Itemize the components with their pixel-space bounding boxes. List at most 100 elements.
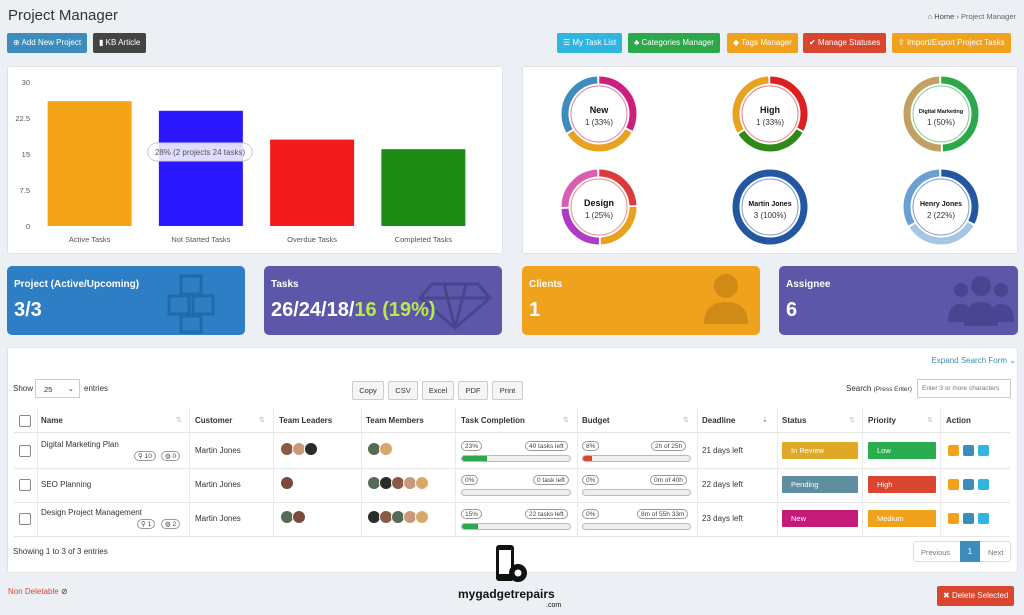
select-all-checkbox[interactable] xyxy=(19,415,31,427)
avatar[interactable] xyxy=(415,510,429,524)
pdf-button[interactable]: PDF xyxy=(458,381,488,400)
projects-card-value: 3/3 xyxy=(14,299,42,321)
avatar[interactable] xyxy=(280,476,294,490)
donut-segment[interactable] xyxy=(903,76,979,152)
status-badge[interactable]: New xyxy=(782,510,858,527)
showing-info: Showing 1 to 3 of 3 entries xyxy=(13,547,108,556)
comment-icon: ◍ xyxy=(165,521,171,528)
import-export-button[interactable]: ⇪ Import/Export Project Tasks xyxy=(892,33,1011,53)
user-action-icon[interactable] xyxy=(978,513,989,524)
donut-chart[interactable]: Martin Jones 3 (100%) xyxy=(732,169,808,245)
donut-value: 1 (33%) xyxy=(756,118,784,127)
task-bar-chart: 30 22.5 15 7.5 0 Active Tasks Not Started Task… xyxy=(15,78,466,244)
avatar[interactable] xyxy=(292,510,306,524)
project-name[interactable]: Digital Marketing Plan xyxy=(41,440,119,449)
list-action-icon[interactable] xyxy=(948,513,959,524)
excel-button[interactable]: Excel xyxy=(422,381,454,400)
bar[interactable] xyxy=(270,139,355,226)
row-checkbox[interactable] xyxy=(19,479,31,491)
avatar[interactable] xyxy=(304,442,318,456)
my-task-list-button[interactable]: ☰ My Task List xyxy=(557,33,623,53)
status-badge[interactable]: In Review xyxy=(782,442,858,459)
header-name[interactable]: Name xyxy=(41,416,63,425)
delete-selected-button[interactable]: ✖ Delete Selected xyxy=(937,586,1015,606)
print-button[interactable]: Print xyxy=(492,381,523,400)
header-deadline[interactable]: Deadline xyxy=(702,416,736,425)
donut-segment[interactable] xyxy=(732,76,808,152)
bar[interactable] xyxy=(381,149,466,226)
donut-segment[interactable] xyxy=(561,76,637,152)
clients-card[interactable]: Clients 1 xyxy=(522,266,760,335)
user-action-icon[interactable] xyxy=(978,479,989,490)
priority-badge[interactable]: High xyxy=(868,476,936,493)
diamond-icon xyxy=(418,282,493,330)
project-name[interactable]: Design Project Management xyxy=(41,508,142,517)
donut-segment[interactable] xyxy=(732,76,808,152)
previous-page[interactable]: Previous xyxy=(921,548,951,557)
csv-button[interactable]: CSV xyxy=(388,381,418,400)
header-customer[interactable]: Customer xyxy=(195,416,233,425)
row-checkbox[interactable] xyxy=(19,445,31,457)
edit-icon[interactable] xyxy=(963,513,974,524)
edit-icon[interactable] xyxy=(963,479,974,490)
project-name[interactable]: SEO Planning xyxy=(41,480,92,489)
header-status[interactable]: Status xyxy=(782,416,807,425)
show-label: Show xyxy=(13,384,34,393)
donut-chart[interactable]: Henry Jones 2 (22%) xyxy=(903,169,979,245)
donut-segment[interactable] xyxy=(903,169,979,245)
chevron-down-icon: ⌄ xyxy=(67,384,74,393)
page-1[interactable]: 1 xyxy=(960,541,980,562)
donut-segment[interactable] xyxy=(561,169,637,245)
tasks-card[interactable]: Tasks 26/24/18/16 (19%) xyxy=(264,266,502,335)
y-tick-label: 15 xyxy=(22,150,30,159)
user-action-icon[interactable] xyxy=(978,445,989,456)
sort-icon[interactable]: ⇅ xyxy=(176,417,182,424)
donut-chart[interactable]: Design 1 (25%) xyxy=(561,169,637,245)
header-budget[interactable]: Budget xyxy=(582,416,610,425)
header-priority[interactable]: Priority xyxy=(868,416,897,425)
sort-icon[interactable]: ⇅ xyxy=(563,417,569,424)
search-hint: (Press Enter) xyxy=(873,386,912,393)
categories-manager-button[interactable]: ♣ Categories Manager xyxy=(628,33,720,53)
copy-button[interactable]: Copy xyxy=(352,381,384,400)
sort-icon[interactable]: ⇅ xyxy=(849,417,855,424)
expand-search-form[interactable]: Expand Search Form ⌄ xyxy=(931,356,1016,365)
manage-statuses-button[interactable]: ✔ Manage Statuses xyxy=(803,33,887,53)
assignee-card[interactable]: Assignee 6 xyxy=(779,266,1018,335)
avatar[interactable] xyxy=(379,442,393,456)
priority-badge[interactable]: Low xyxy=(868,442,936,459)
donut-segment[interactable] xyxy=(732,76,808,152)
edit-icon[interactable] xyxy=(963,445,974,456)
donut-segment[interactable] xyxy=(903,169,979,245)
row-checkbox[interactable] xyxy=(19,513,31,525)
priority-badge[interactable]: Medium xyxy=(868,510,936,527)
kb-article-button[interactable]: ▮ KB Article xyxy=(93,33,147,53)
breadcrumb-home[interactable]: Home xyxy=(934,12,955,21)
sort-desc-icon[interactable]: ⇣ xyxy=(762,417,768,424)
donut-segment[interactable] xyxy=(561,76,637,152)
avatar[interactable] xyxy=(415,476,429,490)
next-page[interactable]: Next xyxy=(988,548,1004,557)
search-input[interactable] xyxy=(917,379,1011,398)
add-project-button[interactable]: ⊕ Add New Project xyxy=(7,33,88,53)
sort-icon[interactable]: ⇅ xyxy=(259,417,265,424)
bar[interactable] xyxy=(47,101,132,226)
donut-segment[interactable] xyxy=(732,169,808,245)
donut-segment[interactable] xyxy=(903,169,979,245)
projects-card[interactable]: Project (Active/Upcoming) 3/3 xyxy=(7,266,245,335)
donut-chart[interactable]: New 1 (33%) xyxy=(561,76,637,152)
donut-chart[interactable]: Digital Marketing 1 (50%) xyxy=(903,76,979,152)
tags-manager-button[interactable]: ◆ Tags Manager xyxy=(727,33,798,53)
donut-segment[interactable] xyxy=(903,76,979,152)
list-action-icon[interactable] xyxy=(948,479,959,490)
sort-icon[interactable]: ⇅ xyxy=(927,417,933,424)
sort-icon[interactable]: ⇅ xyxy=(683,417,689,424)
list-action-icon[interactable] xyxy=(948,445,959,456)
status-badge[interactable]: Pending xyxy=(782,476,858,493)
header-task-completion[interactable]: Task Completion xyxy=(461,416,525,425)
bar[interactable] xyxy=(158,110,243,226)
entries-select[interactable]: 25 ⌄ xyxy=(35,379,80,398)
donut-chart[interactable]: High 1 (33%) xyxy=(732,76,808,152)
chevron-down-icon: ⌄ xyxy=(1009,356,1016,365)
donut-segment[interactable] xyxy=(561,76,637,152)
